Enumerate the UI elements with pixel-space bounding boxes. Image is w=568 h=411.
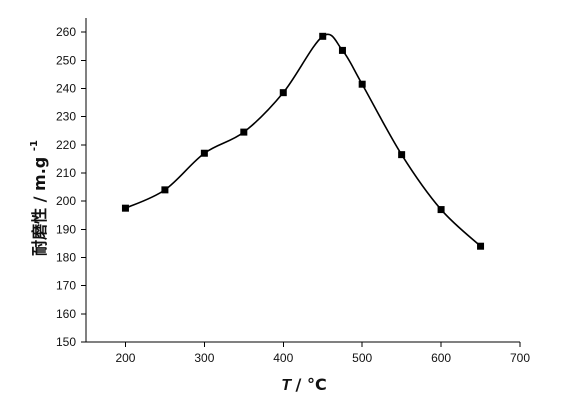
y-tick-label: 240 (56, 81, 76, 95)
data-point (477, 242, 485, 250)
series-curve (125, 33, 482, 247)
x-tick-label: 400 (273, 351, 293, 365)
data-point (437, 206, 445, 214)
data-point (358, 80, 366, 88)
x-axis-symbol: T (281, 377, 292, 394)
x-tick-label: 300 (194, 351, 214, 365)
data-point (319, 32, 327, 40)
y-tick-label: 200 (56, 194, 76, 208)
y-tick-label: 210 (56, 166, 76, 180)
y-tick-label: 190 (56, 222, 76, 236)
data-point (398, 151, 406, 159)
y-tick-label: 150 (56, 335, 76, 349)
y-tick-label: 230 (56, 110, 76, 124)
axes-group (85, 18, 520, 343)
data-point (279, 89, 287, 97)
data-point (161, 186, 169, 194)
data-point (200, 149, 208, 157)
x-tick-label: 700 (510, 351, 530, 365)
x-tick-label: 200 (115, 351, 135, 365)
y-tick-label: 170 (56, 279, 76, 293)
ticks-group: 200 300 400 500 600 700 150 160 170 180 190 200 210 2… (56, 25, 530, 365)
y-tick-label: 160 (56, 307, 76, 321)
y-tick-label: 250 (56, 53, 76, 67)
curve-group (125, 33, 482, 247)
y-axis-label-superscript: -1 (29, 140, 40, 151)
x-tick-label: 600 (431, 351, 451, 365)
x-axis-unit: / °C (296, 375, 327, 394)
y-axis-label: 耐磨性 / m.g -1 (29, 140, 49, 256)
points-group (121, 32, 485, 250)
x-tick-label: 500 (352, 351, 372, 365)
x-axis-label: T / °C (281, 375, 326, 394)
data-point (338, 46, 346, 54)
y-tick-label: 260 (56, 25, 76, 39)
y-tick-label: 220 (56, 138, 76, 152)
y-tick-label: 180 (56, 250, 76, 264)
y-axis-label-main: 耐磨性 / m.g (30, 157, 49, 256)
data-point (240, 128, 248, 136)
data-point (121, 204, 129, 212)
